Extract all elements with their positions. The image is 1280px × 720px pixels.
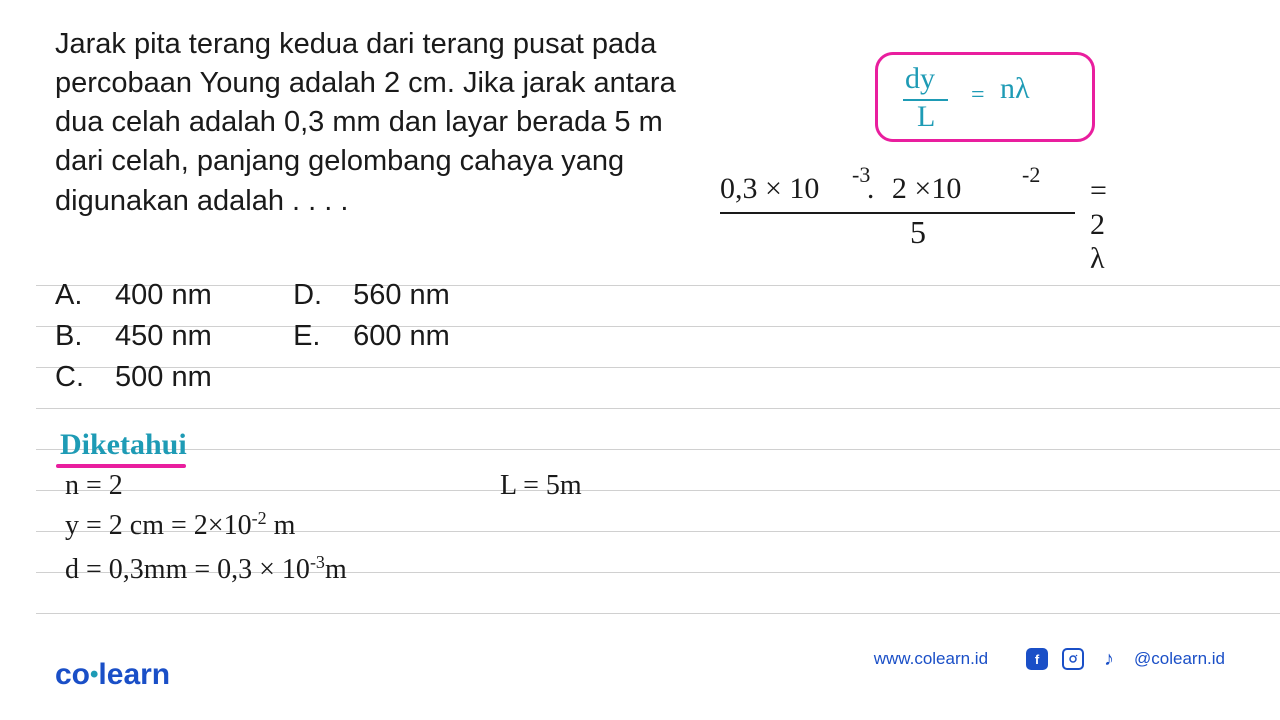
mask-left <box>0 0 36 720</box>
calc-num-p2: 2 ×10 <box>892 172 961 205</box>
option-b-value: 450 nm <box>115 320 212 352</box>
calculation-line: 0,3 × 10 -3 . 2 ×10 -2 5 = 2 λ <box>720 172 961 206</box>
formula-dy: dy <box>905 62 935 96</box>
option-a: A.400 nm <box>55 276 285 315</box>
calc-denominator: 5 <box>910 214 926 251</box>
given-y-exp: -2 <box>252 508 267 528</box>
calc-fraction-line <box>720 212 1075 214</box>
given-d-text: d = 0,3mm = 0,3 × 10 <box>65 554 310 585</box>
formula-L: L <box>917 100 935 134</box>
diketahui-underline <box>56 464 186 468</box>
logo-learn: learn <box>98 658 170 691</box>
calc-numerator: 0,3 × 10 -3 . 2 ×10 -2 <box>720 172 961 205</box>
logo-co: co <box>55 658 90 691</box>
calc-exp1: -3 <box>852 162 870 188</box>
formula-equals: = <box>971 82 985 109</box>
given-d: d = 0,3mm = 0,3 × 10-3m <box>65 554 347 586</box>
logo: co•learn <box>55 658 170 692</box>
calc-exp2: -2 <box>1022 162 1040 188</box>
calc-num-p1: 0,3 × 10 <box>720 172 819 205</box>
instagram-icon[interactable] <box>1062 648 1084 670</box>
option-row-c: C.500 nm <box>55 358 450 397</box>
formula-n-lambda: nλ <box>1000 72 1030 106</box>
given-y-text: y = 2 cm = 2×10 <box>65 510 252 541</box>
option-row-be: B.450 nm E.600 nm <box>55 317 450 356</box>
option-d-value: 560 nm <box>353 279 450 311</box>
given-y-unit: m <box>267 510 296 541</box>
given-d-unit: m <box>325 554 347 585</box>
given-d-exp: -3 <box>310 552 325 572</box>
option-c-value: 500 nm <box>115 361 212 393</box>
option-d: D.560 nm <box>293 276 450 315</box>
given-y: y = 2 cm = 2×10-2 m <box>65 510 295 542</box>
footer: co•learn www.colearn.id f ♪ @colearn.id <box>0 650 1280 700</box>
given-L: L = 5m <box>500 470 582 502</box>
given-n: n = 2 <box>65 470 123 502</box>
option-e-value: 600 nm <box>353 320 450 352</box>
option-c: C.500 nm <box>55 358 285 397</box>
option-e: E.600 nm <box>293 317 450 356</box>
question-text: Jarak pita terang kedua dari terang pusa… <box>55 25 695 221</box>
diketahui-label: Diketahui <box>60 428 187 462</box>
tiktok-icon[interactable]: ♪ <box>1098 648 1120 670</box>
option-a-value: 400 nm <box>115 279 212 311</box>
footer-right: www.colearn.id f ♪ @colearn.id <box>874 648 1225 670</box>
calc-rhs: = 2 λ <box>1090 174 1107 276</box>
options-block: A.400 nm D.560 nm B.450 nm E.600 nm C.50… <box>55 276 450 399</box>
option-row-ad: A.400 nm D.560 nm <box>55 276 450 315</box>
website-link[interactable]: www.colearn.id <box>874 649 988 669</box>
social-handle[interactable]: @colearn.id <box>1134 649 1225 669</box>
option-b: B.450 nm <box>55 317 285 356</box>
logo-dot: • <box>90 661 98 688</box>
facebook-icon[interactable]: f <box>1026 648 1048 670</box>
